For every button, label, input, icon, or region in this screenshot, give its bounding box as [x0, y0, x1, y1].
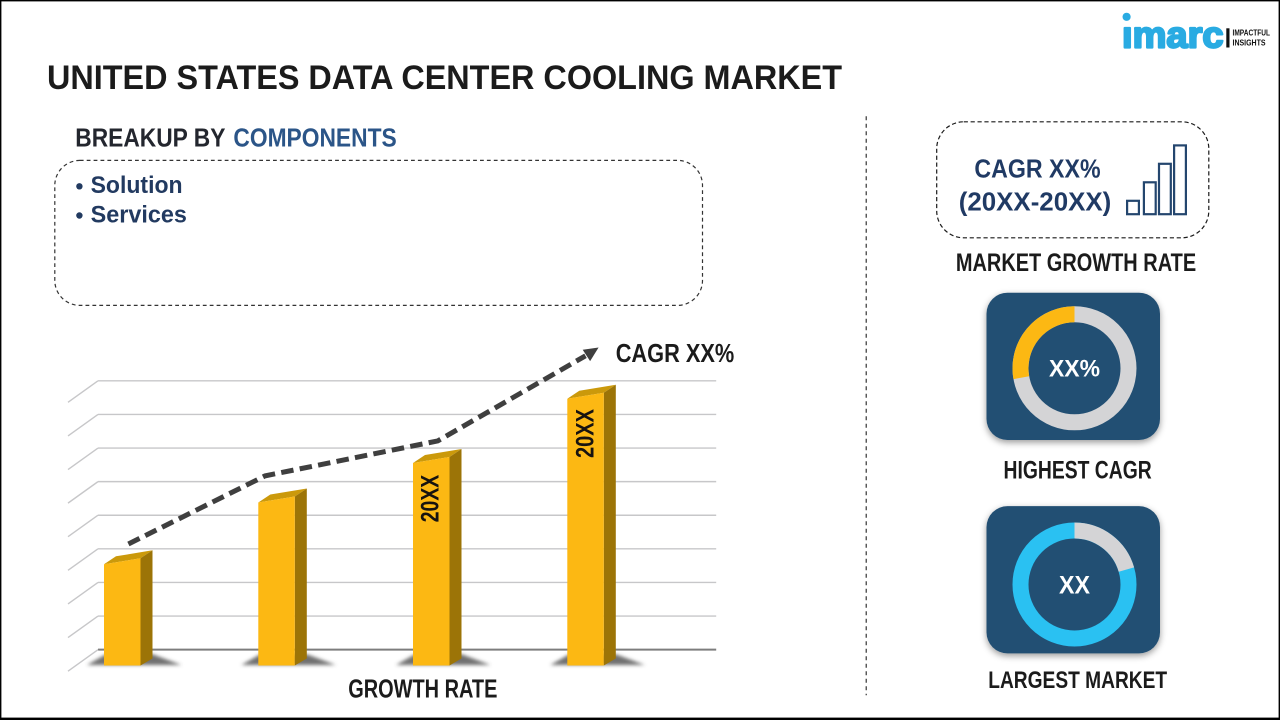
svg-text:UNITED STATES DATA CENTER COOL: UNITED STATES DATA CENTER COOLING MARKET: [47, 59, 842, 97]
svg-text:COMPONENTS: COMPONENTS: [233, 125, 396, 153]
svg-text:CAGR XX%: CAGR XX%: [616, 338, 735, 368]
svg-text:Services: Services: [91, 202, 187, 228]
svg-text:CAGR XX%: CAGR XX%: [974, 155, 1100, 183]
svg-text:Solution: Solution: [91, 173, 183, 199]
svg-text:BREAKUP BY: BREAKUP BY: [75, 125, 225, 153]
svg-text:20XX: 20XX: [418, 474, 445, 522]
svg-text:LARGEST MARKET: LARGEST MARKET: [988, 667, 1167, 694]
svg-text:(20XX-20XX): (20XX-20XX): [959, 189, 1112, 217]
svg-text:20XX: 20XX: [572, 409, 599, 458]
svg-text:MARKET GROWTH RATE: MARKET GROWTH RATE: [956, 249, 1196, 277]
svg-text:HIGHEST CAGR: HIGHEST CAGR: [1004, 456, 1152, 484]
svg-text:IMPACTFUL: IMPACTFUL: [1233, 27, 1271, 37]
svg-text:GROWTH RATE: GROWTH RATE: [348, 674, 497, 704]
svg-text:XX: XX: [1059, 571, 1090, 599]
svg-text:XX%: XX%: [1049, 355, 1100, 382]
svg-text:ımarc: ımarc: [1122, 15, 1224, 56]
svg-text:INSIGHTS: INSIGHTS: [1233, 37, 1266, 47]
